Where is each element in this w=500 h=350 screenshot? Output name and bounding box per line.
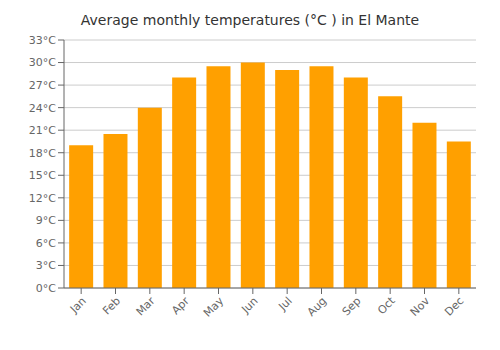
- svg-text:Oct: Oct: [375, 294, 398, 317]
- svg-text:3°C: 3°C: [36, 259, 56, 272]
- svg-text:21°C: 21°C: [29, 124, 56, 137]
- svg-text:Apr: Apr: [169, 294, 192, 317]
- svg-text:6°C: 6°C: [36, 237, 56, 250]
- html-text:Average monthly temperatures (: Average monthly temperatures (°C ) in El…: [80, 12, 420, 28]
- svg-text:30°C: 30°C: [29, 56, 56, 69]
- svg-text:24°C: 24°C: [29, 102, 56, 115]
- svg-text:Aug: Aug: [305, 294, 329, 318]
- svg-text:18°C: 18°C: [29, 147, 56, 160]
- svg-text:33°C: 33°C: [29, 34, 56, 47]
- svg-text:Nov: Nov: [408, 294, 433, 319]
- svg-text:May: May: [201, 294, 227, 320]
- svg-text:0°C: 0°C: [36, 282, 56, 295]
- svg-text:Feb: Feb: [100, 294, 123, 317]
- svg-text:Mar: Mar: [134, 294, 158, 318]
- svg-text:12°C: 12°C: [29, 192, 56, 205]
- svg-text:9°C: 9°C: [36, 214, 56, 227]
- svg-text:15°C: 15°C: [29, 169, 56, 182]
- svg-text:27°C: 27°C: [29, 79, 56, 92]
- svg-text:Dec: Dec: [442, 294, 466, 318]
- svg-text:Jul: Jul: [276, 294, 295, 313]
- svg-text:Jun: Jun: [238, 294, 260, 316]
- svg-text:Sep: Sep: [340, 294, 364, 318]
- svg-text:Jan: Jan: [67, 294, 89, 316]
